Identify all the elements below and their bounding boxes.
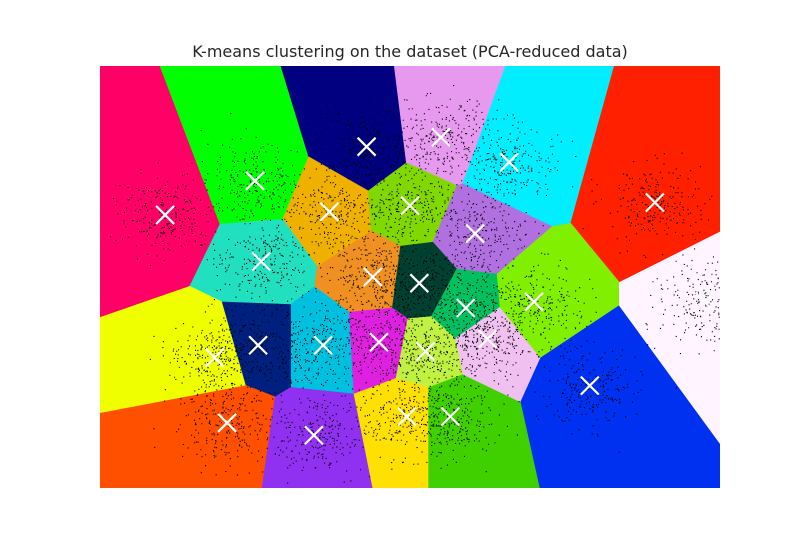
centroid-marker-25 bbox=[440, 406, 461, 427]
centroid-marker-20 bbox=[248, 335, 268, 356]
centroid-marker-2 bbox=[245, 171, 265, 191]
centroid-marker-23 bbox=[304, 425, 324, 446]
centroid-marker-19 bbox=[204, 347, 225, 368]
scatter-points bbox=[110, 66, 720, 484]
centroid-marker-17 bbox=[369, 332, 389, 352]
sample-points bbox=[110, 66, 720, 484]
centroid-marker-4 bbox=[431, 127, 451, 148]
cluster-region-25 bbox=[428, 374, 540, 488]
cluster-centroids bbox=[155, 127, 715, 446]
centroid-marker-11 bbox=[363, 267, 383, 287]
centroid-marker-21 bbox=[580, 375, 600, 396]
centroid-marker-10 bbox=[251, 251, 271, 272]
centroid-marker-3 bbox=[356, 136, 377, 157]
centroid-marker-8 bbox=[400, 195, 420, 216]
centroid-marker-12 bbox=[409, 273, 430, 293]
centroid-marker-13 bbox=[456, 298, 476, 318]
cluster-region-26 bbox=[618, 231, 720, 445]
centroid-marker-22 bbox=[217, 413, 237, 433]
centroid-marker-9 bbox=[465, 223, 485, 244]
centroid-marker-7 bbox=[319, 202, 340, 222]
centroid-marker-14 bbox=[477, 329, 498, 349]
centroid-marker-5 bbox=[499, 152, 519, 172]
centroid-marker-16 bbox=[313, 335, 333, 356]
centroid-marker-6 bbox=[645, 192, 665, 213]
chart-title: K-means clustering on the dataset (PCA-r… bbox=[192, 42, 628, 61]
centroid-marker-26 bbox=[694, 292, 715, 312]
centroid-marker-1 bbox=[155, 205, 175, 225]
centroid-marker-15 bbox=[524, 292, 544, 312]
centroid-marker-24 bbox=[397, 406, 417, 427]
centroid-marker-18 bbox=[415, 341, 436, 362]
